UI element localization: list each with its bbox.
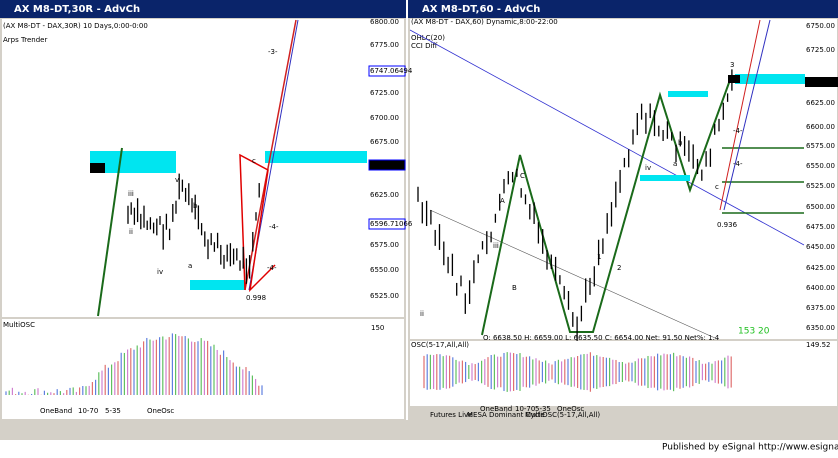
- price-label: 6654.00: [370, 161, 399, 169]
- annotation: iii: [493, 242, 499, 250]
- osc-button[interactable]: OneBand: [480, 405, 512, 413]
- price-label: 6625.00: [370, 191, 399, 199]
- annotation: 1: [597, 253, 601, 261]
- annotation: v: [175, 176, 179, 184]
- left-chart: [2, 19, 368, 317]
- right-study: CCI Diff: [411, 42, 437, 50]
- annotation: 2: [617, 264, 621, 272]
- right-study: OHLC(20): [411, 34, 445, 42]
- left-study: Arps Trender: [3, 36, 47, 44]
- counter: 153 20: [738, 327, 770, 337]
- price-label: 6725.00: [370, 89, 399, 97]
- price-label: 6600.00: [806, 123, 835, 131]
- annotation: C: [520, 172, 525, 180]
- annotation: ii: [420, 310, 424, 318]
- osc-button[interactable]: OneOsc: [557, 405, 584, 413]
- annotation: -3-: [268, 48, 278, 56]
- footer-bar: [0, 440, 838, 454]
- left-header: (AX M8-DT - DAX,30R) 10 Days,0:00-0:00: [3, 22, 148, 30]
- price-label: 6375.00: [806, 304, 835, 312]
- annotation: iv: [157, 268, 163, 276]
- price-label: 6400.00: [806, 284, 835, 292]
- price-highlight: [805, 77, 838, 87]
- price-highlight: [368, 218, 406, 230]
- price-bars: [127, 69, 733, 341]
- annotation: -4-: [733, 160, 743, 168]
- annotation: c: [252, 157, 256, 165]
- price-label: 6525.00: [370, 292, 399, 300]
- price-label: 6700.00: [370, 114, 399, 122]
- taskbar: [0, 420, 838, 440]
- drawings: [90, 19, 805, 339]
- annotation: b: [678, 139, 683, 147]
- annotation: -4-: [267, 264, 277, 272]
- osc-button[interactable]: 10-70: [515, 405, 535, 413]
- price-label: 6750.00: [806, 22, 835, 30]
- annotation: ii: [129, 228, 133, 236]
- annotation: -4-: [733, 127, 743, 135]
- annotation: 0.998: [246, 294, 266, 302]
- right-osc-axis: [804, 341, 837, 406]
- annotation: a: [673, 160, 677, 168]
- right-title: AX M8-DT,60 - AdvCh: [422, 4, 540, 15]
- annotation: A: [500, 197, 505, 205]
- right-header: (AX M8-DT - DAX,60) Dynamic,8:00-22:00: [411, 18, 558, 26]
- osc-axis-label: 150: [371, 324, 384, 332]
- tab[interactable]: MESA Dominant Cycle: [467, 411, 545, 419]
- left-osc-label: MultiOSC: [3, 321, 35, 329]
- right-titlebar: [408, 0, 838, 18]
- price-label: 6725.00: [806, 46, 835, 54]
- price-label: 6575.00: [370, 241, 399, 249]
- price-label: 6475.00: [806, 223, 835, 231]
- osc-button[interactable]: 5-35: [535, 405, 551, 413]
- annotation: a: [188, 262, 192, 270]
- price-label: 6654.00: [806, 78, 835, 86]
- annotation: B: [512, 284, 517, 292]
- price-highlight: [368, 65, 406, 77]
- tab[interactable]: MultiOSC(5-17,All,All): [525, 411, 600, 419]
- price-label: 6525.00: [806, 182, 835, 190]
- price-label: 6425.00: [806, 264, 835, 272]
- annotation: iv: [645, 164, 651, 172]
- price-label: 6775.00: [370, 41, 399, 49]
- price-label: 6596.71066: [370, 220, 413, 228]
- tab[interactable]: Futures Live: [430, 411, 472, 419]
- left-titlebar: [0, 0, 406, 18]
- osc-button[interactable]: 5-35: [105, 407, 121, 415]
- price-label: 6450.00: [806, 243, 835, 251]
- oscillator: [5, 333, 732, 395]
- price-label: 6800.00: [370, 18, 399, 26]
- price-label: 6550.00: [370, 266, 399, 274]
- right-osc-label: OSC(5-17,All,All): [411, 341, 469, 349]
- price-highlight: [368, 159, 406, 171]
- footer: Published by eSignal http://www.esignal.…: [662, 443, 838, 453]
- price-label: 6575.00: [806, 142, 835, 150]
- price-label: 6350.00: [806, 324, 835, 332]
- annotation: 0.936: [717, 221, 738, 229]
- price-label: 6625.00: [806, 99, 835, 107]
- annotation: 3: [730, 61, 734, 69]
- ohlc-readout: O: 6638.50 H: 6659.00 L: 6635.50 C: 6654…: [483, 334, 720, 342]
- annotation: iii: [128, 190, 134, 198]
- price-label: 6675.00: [370, 138, 399, 146]
- price-label: 6747.06494: [370, 67, 413, 75]
- left-osc-axis: [368, 319, 404, 419]
- osc-button[interactable]: OneOsc: [147, 407, 174, 415]
- left-title: AX M8-DT,30R - AdvCh: [14, 4, 140, 15]
- osc-button[interactable]: OneBand: [40, 407, 72, 415]
- annotation: b: [193, 202, 198, 210]
- price-label: 6500.00: [806, 203, 835, 211]
- annotation: c: [715, 183, 719, 191]
- annotation: -4-: [269, 223, 279, 231]
- price-label: 6550.00: [806, 162, 835, 170]
- osc-button[interactable]: 10-70: [78, 407, 98, 415]
- osc-axis-label: 149.52: [806, 341, 831, 349]
- right-price-axis: [804, 19, 837, 339]
